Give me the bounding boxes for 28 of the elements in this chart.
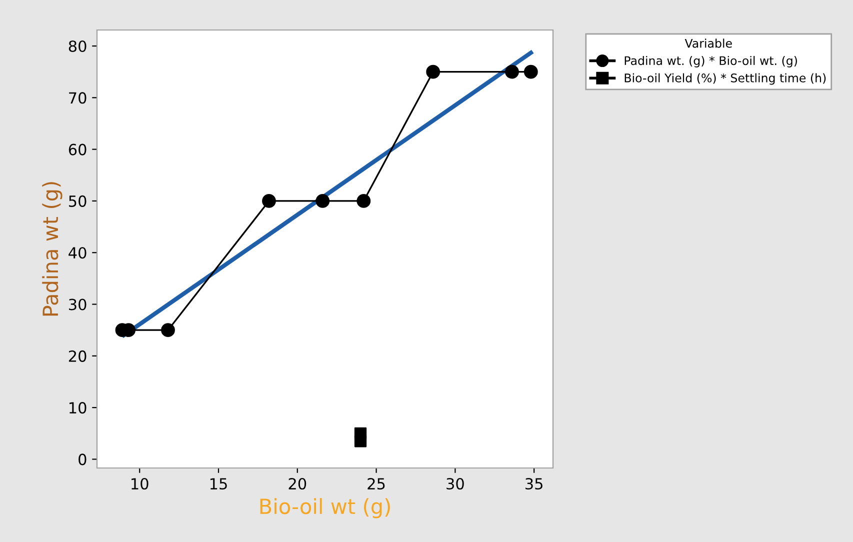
legend-title: Variable: [684, 38, 732, 48]
point: [262, 194, 276, 208]
point: [524, 64, 538, 79]
point: [356, 194, 371, 208]
legend-label: Padina wt. (g) * Bio-oil wt. (g): [624, 56, 797, 68]
point: [161, 323, 175, 338]
y-tick-label: 80: [68, 40, 86, 52]
x-tick-label: 10: [132, 478, 148, 490]
x-tick-label: 15: [210, 478, 227, 490]
x-axis-title: Bio-oil wt (g): [260, 498, 390, 518]
x-tick-label: 25: [368, 478, 385, 490]
y-tick-label: 60: [68, 144, 86, 156]
y-tick-label: 50: [69, 195, 86, 207]
x-tick-label: 30: [446, 478, 464, 490]
point: [426, 64, 440, 79]
point: [316, 194, 330, 208]
y-tick-label: 20: [68, 350, 86, 362]
y-tick-label: 30: [69, 298, 86, 310]
point: [354, 427, 367, 440]
y-tick-label: 0: [78, 454, 86, 466]
y-tick-label: 10: [70, 402, 86, 414]
y-tick-label: 70: [69, 92, 86, 104]
legend-label: Bio-oil Yield (%) * Settling time (h): [624, 73, 826, 85]
point: [505, 64, 519, 79]
x-tick-label: 20: [288, 478, 306, 490]
y-tick-label: 40: [68, 247, 86, 259]
y-axis-title: Padina wt (g): [42, 182, 62, 316]
x-tick-label: 35: [526, 478, 542, 490]
